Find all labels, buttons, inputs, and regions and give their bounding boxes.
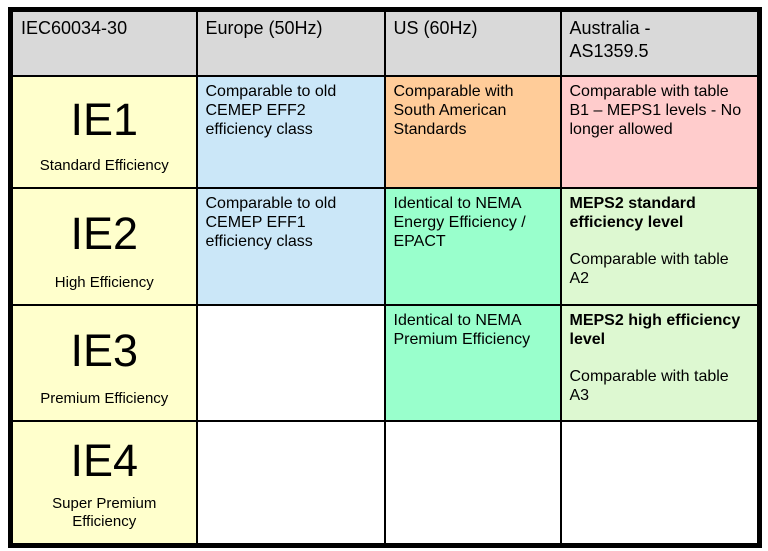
header-europe: Europe (50Hz) xyxy=(195,8,386,77)
efficiency-class-name: High Efficiency xyxy=(54,273,154,291)
table-row-ie2: IE2 High Efficiency Comparable to old CE… xyxy=(9,186,761,306)
table-row-ie1: IE1 Standard Efficiency Comparable to ol… xyxy=(9,74,761,189)
table-row-ie4: IE4 Super Premium Efficiency xyxy=(9,419,761,547)
meps2-comparison-text: Comparable with table A3 xyxy=(569,367,729,404)
cell-ie3-us: Identical to NEMA Premium Efficiency xyxy=(383,303,562,422)
efficiency-class-name: Super Premium Efficiency xyxy=(52,495,157,530)
header-australia: Australia - AS1359.5 xyxy=(559,8,761,77)
cell-ie1-class: IE1 Standard Efficiency xyxy=(9,74,198,189)
efficiency-class-name: Premium Efficiency xyxy=(40,389,169,407)
cell-ie1-europe: Comparable to old CEMEP EFF2 efficiency … xyxy=(195,74,386,189)
class-box-ie1: IE1 Standard Efficiency xyxy=(21,82,188,182)
cell-ie2-us: Identical to NEMA Energy Efficiency / EP… xyxy=(383,186,562,306)
cell-ie4-class: IE4 Super Premium Efficiency xyxy=(9,419,198,547)
efficiency-class-code: IE3 xyxy=(70,324,139,376)
cell-ie1-australia: Comparable with table B1 – MEPS1 levels … xyxy=(559,74,761,189)
cell-ie2-australia: MEPS2 standard efficiency level Comparab… xyxy=(559,186,761,306)
meps2-comparison-text: Comparable with table A2 xyxy=(569,250,729,287)
meps2-level-label: MEPS2 high efficiency level xyxy=(569,311,741,348)
iec-efficiency-table: IEC60034-30 Europe (50Hz) US (60Hz) Aust… xyxy=(8,7,762,548)
efficiency-class-name: Standard Efficiency xyxy=(39,156,169,174)
efficiency-class-code: IE2 xyxy=(70,208,139,259)
class-box-ie2: IE2 High Efficiency xyxy=(21,194,188,299)
header-us: US (60Hz) xyxy=(383,8,562,77)
header-iec-standard: IEC60034-30 xyxy=(9,8,198,77)
meps2-level-label: MEPS2 standard efficiency level xyxy=(569,194,696,231)
cell-ie1-us: Comparable with South American Standards xyxy=(383,74,562,189)
cell-ie2-europe: Comparable to old CEMEP EFF1 efficiency … xyxy=(195,186,386,306)
cell-ie3-class: IE3 Premium Efficiency xyxy=(9,303,198,422)
cell-ie4-us xyxy=(383,419,562,547)
table-header-row: IEC60034-30 Europe (50Hz) US (60Hz) Aust… xyxy=(9,8,761,77)
cell-ie3-europe xyxy=(195,303,386,422)
cell-ie3-australia: MEPS2 high efficiency level Comparable w… xyxy=(559,303,761,422)
class-box-ie4: IE4 Super Premium Efficiency xyxy=(21,427,188,539)
cell-ie4-europe xyxy=(195,419,386,547)
table-row-ie3: IE3 Premium Efficiency Identical to NEMA… xyxy=(9,303,761,422)
cell-ie4-australia xyxy=(559,419,761,547)
efficiency-class-code: IE4 xyxy=(70,435,139,487)
efficiency-class-code: IE1 xyxy=(70,93,139,145)
cell-ie2-class: IE2 High Efficiency xyxy=(9,186,198,306)
class-box-ie3: IE3 Premium Efficiency xyxy=(21,311,188,415)
